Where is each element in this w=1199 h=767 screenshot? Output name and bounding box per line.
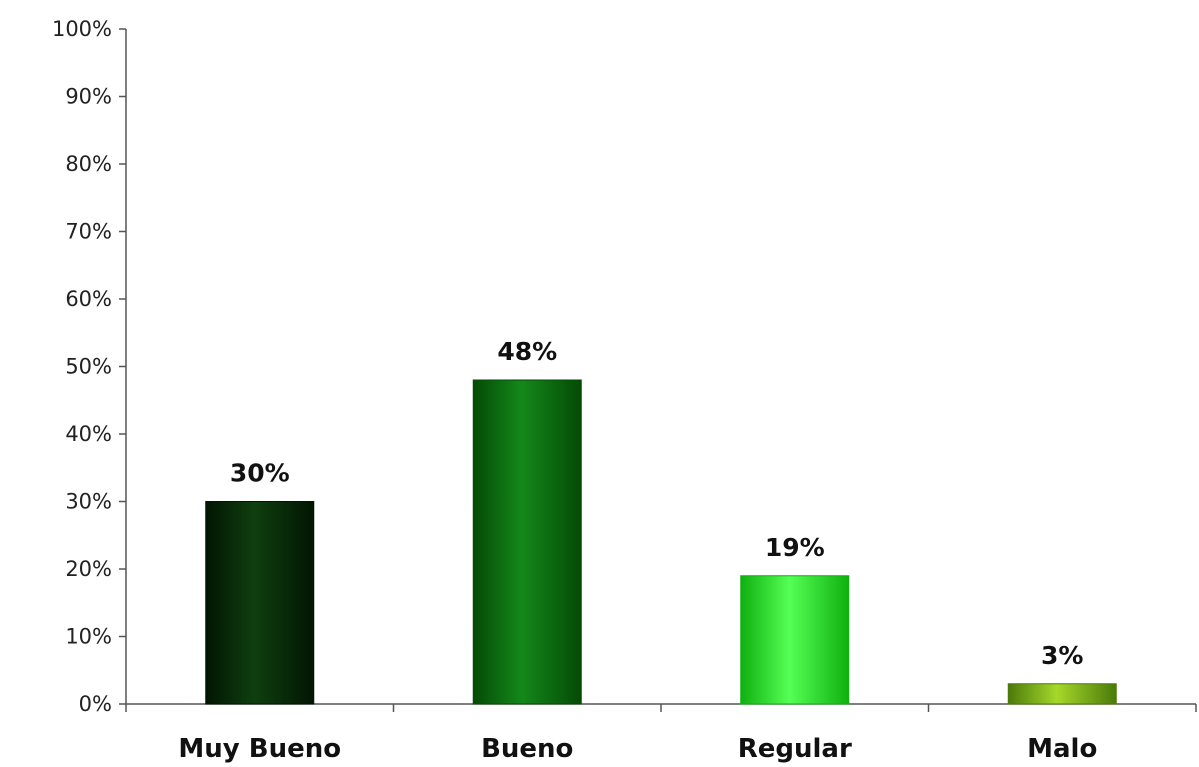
y-tick-label: 50%	[65, 355, 112, 379]
y-tick-label: 70%	[65, 220, 112, 244]
y-tick-label: 40%	[65, 422, 112, 446]
category-label: Malo	[1027, 734, 1097, 764]
data-label: 3%	[1041, 641, 1083, 670]
data-labels-group: 30% 48% 19% 3%	[230, 337, 1084, 670]
y-tick-label: 100%	[52, 17, 112, 41]
bars-group	[205, 379, 1117, 705]
y-tick-label: 30%	[65, 490, 112, 514]
bar-muy-bueno	[205, 501, 315, 705]
x-axis	[125, 703, 1197, 712]
data-label: 19%	[765, 533, 825, 562]
category-label: Muy Bueno	[178, 734, 341, 764]
y-tick-label: 60%	[65, 287, 112, 311]
bar-malo	[1007, 683, 1117, 705]
y-axis: 0% 10% 20% 30% 40% 50% 60% 70% 80% 90% 100%	[52, 17, 127, 716]
y-tick-label: 80%	[65, 152, 112, 176]
category-labels-group: Muy Bueno Bueno Regular Malo	[178, 734, 1097, 764]
y-tick-label: 90%	[65, 85, 112, 109]
y-tick-label: 0%	[79, 692, 112, 716]
y-tick-label: 20%	[65, 557, 112, 581]
bar-regular	[740, 575, 850, 705]
data-label: 30%	[230, 459, 290, 488]
bar-bueno	[472, 379, 582, 705]
category-label: Bueno	[481, 734, 573, 764]
category-label: Regular	[738, 734, 852, 764]
y-tick-label: 10%	[65, 625, 112, 649]
data-label: 48%	[497, 337, 557, 366]
